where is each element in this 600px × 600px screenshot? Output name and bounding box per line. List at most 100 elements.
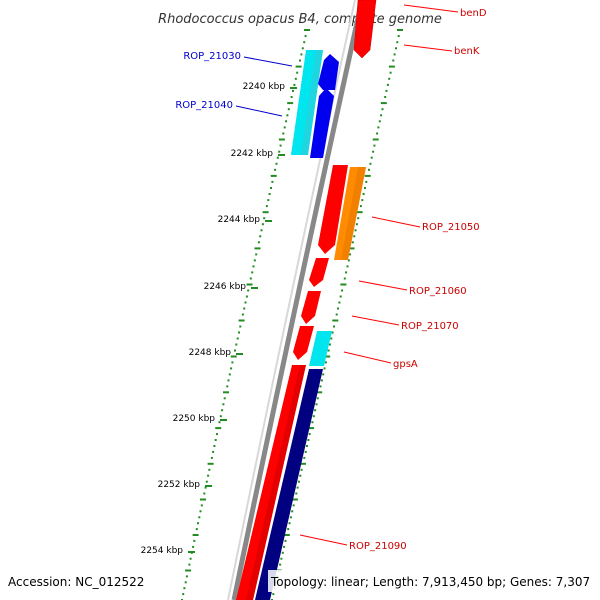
gc-dot-left (205, 480, 208, 483)
gc-dot-left (244, 301, 247, 304)
gc-dot-right (324, 355, 331, 358)
gc-dot-left (286, 114, 289, 117)
gc-dot-right (386, 83, 389, 86)
leader-line (403, 44, 453, 52)
label-ROP_21050[interactable]: ROP_21050 (422, 222, 480, 233)
gc-dot-right (346, 265, 349, 268)
gc-dot-right (364, 187, 366, 189)
gc-dot-right (368, 168, 370, 171)
label-ROP_21070[interactable]: ROP_21070 (401, 321, 459, 332)
genome-backbone (231, 0, 365, 600)
gc-dot-left (188, 563, 191, 566)
feature-track (236, 0, 377, 600)
gc-dot-right (299, 474, 302, 477)
label-ROP_21090[interactable]: ROP_21090 (349, 541, 407, 552)
gc-dot-left (238, 319, 245, 322)
gc-dot-right (343, 277, 346, 280)
gc-dot-left (208, 468, 211, 471)
gene-ROP_21040[interactable] (318, 54, 339, 90)
gc-dot-left (263, 217, 266, 220)
gc-dot-left (214, 439, 217, 441)
gc-dot-right (303, 456, 306, 459)
gc-dot-left (254, 247, 261, 250)
gc-dot-right (372, 150, 375, 153)
gc-dot-left (231, 361, 234, 364)
tick-label: 2254 kbp (141, 546, 184, 556)
gene-benD[interactable] (353, 0, 377, 59)
gc-dot-left (290, 96, 293, 98)
gc-dot-right (362, 193, 365, 195)
feature-cyan-gpsA[interactable] (309, 331, 332, 366)
gc-dot-right (361, 199, 364, 202)
gene-ROP_21070[interactable] (301, 291, 321, 324)
gc-dot-left (200, 504, 203, 507)
gc-dot-left (260, 229, 263, 232)
gc-dot-left (204, 486, 207, 489)
gene-ROP_21040-b[interactable] (310, 88, 334, 158)
gc-dot-right (357, 217, 360, 220)
gc-dot-right (328, 343, 331, 346)
label-ROP_21030[interactable]: ROP_21030 (183, 51, 241, 62)
gc-dot-left (299, 59, 301, 62)
gc-dot-left (216, 433, 218, 436)
gc-dot-right (348, 247, 355, 250)
leader-line (343, 351, 392, 364)
gc-dot-left (182, 593, 185, 596)
gc-dot-right (365, 180, 368, 183)
gc-dot-right (314, 409, 317, 412)
gene-ROP_21090-shade (246, 365, 306, 600)
gc-dot-right (289, 516, 292, 519)
gc-dot-right (312, 415, 315, 418)
feature-navy[interactable] (255, 369, 323, 600)
gc-dot-right (323, 367, 326, 370)
gc-dot-right (272, 593, 275, 596)
gc-dot-left (285, 120, 288, 123)
label-benD[interactable]: benD (460, 8, 487, 19)
gc-dot-left (278, 150, 281, 153)
tick-label: 2242 kbp (231, 149, 274, 159)
gc-dot-left (249, 277, 252, 280)
gc-dot-left (296, 71, 299, 74)
leader-line (235, 105, 283, 117)
label-ROP_21060[interactable]: ROP_21060 (409, 286, 467, 297)
gc-dot-left (282, 132, 285, 135)
gc-dot-left (230, 367, 233, 370)
gc-dot-right (316, 391, 323, 394)
tick-label: 2246 kbp (204, 282, 247, 292)
gc-dot-left (192, 534, 199, 536)
gc-dot-left (210, 456, 213, 459)
gc-dot-left (245, 295, 248, 298)
gene-ROP_21060[interactable] (309, 258, 329, 287)
gc-dot-right (292, 504, 295, 507)
gc-dot-right (345, 271, 348, 274)
gc-dot-left (251, 271, 254, 274)
gc-dot-right (295, 492, 298, 495)
gc-dot-left (300, 53, 303, 56)
label-ROP_21040[interactable]: ROP_21040 (175, 100, 233, 111)
gene-gpsA[interactable] (293, 326, 314, 360)
gc-dot-left (183, 587, 186, 590)
gc-dot-left (259, 235, 262, 238)
gc-dot-right (330, 337, 333, 340)
gc-dot-right (331, 331, 334, 334)
gc-dot-left (303, 41, 306, 44)
gc-dot-left (200, 498, 206, 501)
gc-dot-right (283, 545, 286, 548)
gc-dot-left (287, 108, 290, 111)
label-gpsA[interactable]: gpsA (393, 359, 418, 370)
tick-label: 2240 kbp (243, 82, 286, 92)
gene-ROP_21050[interactable] (318, 165, 348, 254)
gc-dot-right (392, 59, 395, 62)
leader-line (358, 280, 408, 291)
gc-dot-left (271, 180, 274, 183)
gc-dot-right (333, 325, 335, 328)
gc-dot-right (306, 445, 308, 447)
gc-dot-right (341, 289, 344, 292)
label-benK[interactable]: benK (454, 46, 480, 57)
gc-dot-right (388, 65, 395, 68)
gc-dot-right (291, 510, 294, 513)
gc-dot-left (227, 379, 230, 382)
gc-dot-left (203, 492, 206, 495)
gc-dot-left (278, 138, 285, 141)
gc-dot-right (364, 174, 371, 177)
